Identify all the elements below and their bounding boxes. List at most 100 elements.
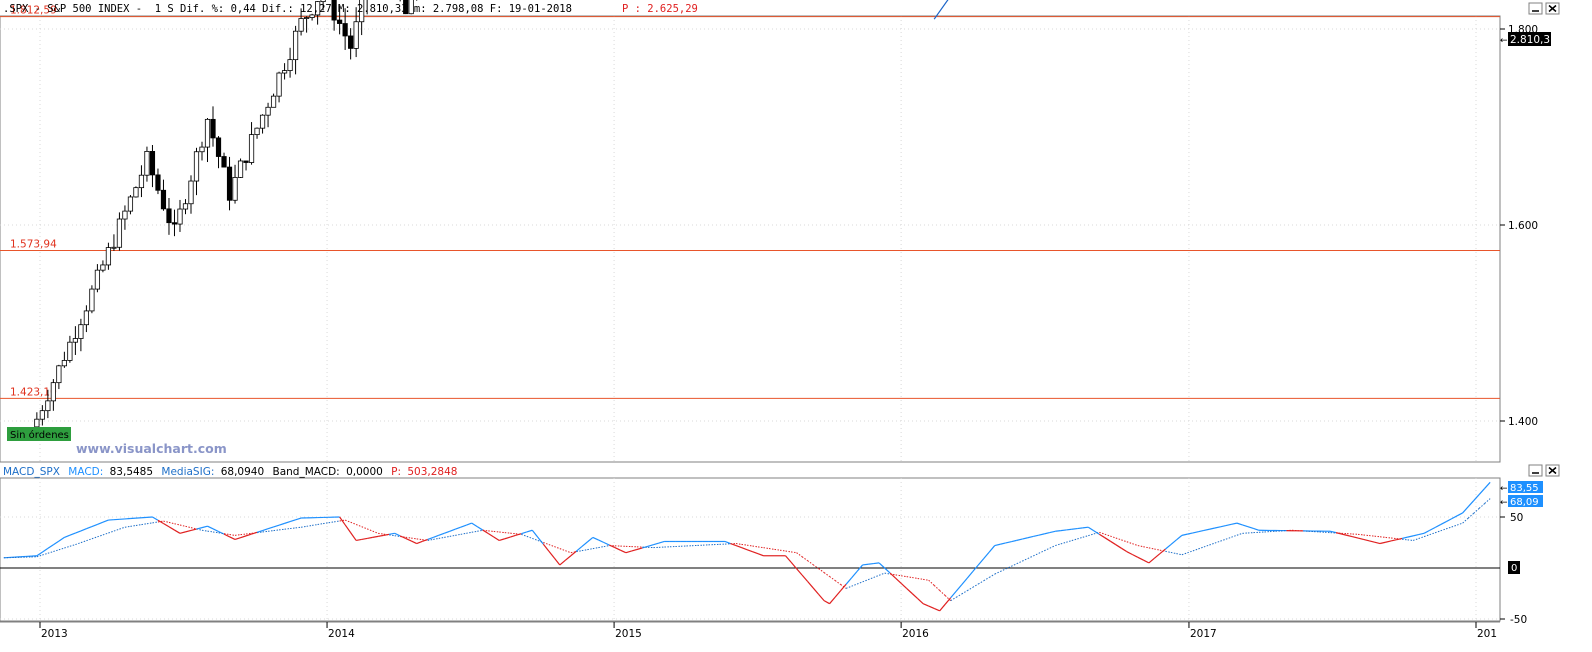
macd-label: MACD:: [68, 466, 103, 478]
date-tick-label: 2013: [41, 628, 68, 640]
candle-down: [172, 223, 176, 224]
candle-up: [238, 161, 242, 177]
candle-up: [293, 31, 297, 59]
macd-value-tags: 83,55 ← 68,09 ← 0: [1500, 481, 1543, 574]
macd-panel-controls: [1529, 465, 1559, 476]
sig-label: MediaSIG:: [161, 466, 214, 478]
candle-up: [178, 209, 182, 224]
macd-line-segment: [868, 564, 874, 565]
date-tick-label: 2016: [902, 628, 929, 640]
last-price-value: 2.810,3: [1510, 34, 1550, 46]
candle-up: [79, 325, 83, 339]
candle-up: [249, 135, 253, 163]
chart-header-text: .SPX - S&P 500 INDEX - 1 S Dif. %: 0,44 …: [3, 3, 572, 15]
candle-up: [145, 151, 149, 175]
candle-down: [222, 157, 226, 168]
candle-up: [321, 0, 325, 2]
macd-minimize-button[interactable]: [1529, 465, 1542, 476]
candle-up: [117, 219, 121, 247]
candle-up: [310, 15, 314, 18]
signal-tag-value: 68,09: [1510, 497, 1539, 508]
macd-line-segment: [1061, 530, 1067, 531]
macd-name: MACD_SPX: [3, 466, 60, 478]
candle-up: [271, 96, 275, 107]
candle-up: [189, 181, 193, 204]
zero-tag-value: 0: [1511, 563, 1517, 574]
candle-up: [299, 19, 303, 32]
candle-down: [211, 119, 215, 138]
fib-level-label: 1.573,94: [10, 239, 57, 251]
macd-line-segment: [863, 564, 869, 565]
macd-tick-label: -50: [1510, 614, 1527, 626]
macd-tag-value: 83,55: [1510, 483, 1539, 494]
candle-up: [68, 342, 72, 360]
candle-up: [106, 248, 110, 265]
candle-down: [343, 24, 347, 36]
minimize-button[interactable]: [1529, 3, 1542, 14]
band-value: 0,0000: [346, 466, 383, 478]
order-badge-label: Sin órdenes: [10, 429, 69, 441]
date-tick-label: 201: [1477, 628, 1497, 640]
candle-up: [134, 188, 138, 197]
candle-down: [337, 20, 341, 23]
chart-header-p: P : 2.625,29: [622, 3, 698, 15]
candle-up: [288, 60, 292, 71]
macd-line-segment: [1083, 527, 1089, 528]
signal-pointer-icon: ←: [1500, 498, 1508, 508]
candle-up: [255, 128, 259, 134]
candle-up: [112, 247, 116, 248]
candle-down: [156, 175, 160, 190]
p-label: P:: [391, 466, 401, 478]
candle-up: [84, 311, 88, 325]
candle-up: [260, 115, 264, 128]
candle-up: [123, 211, 127, 219]
candle-down: [167, 209, 171, 223]
macd-line-segment: [1066, 529, 1072, 530]
price-tick-label: 1.600: [1508, 220, 1538, 232]
candle-up: [128, 197, 132, 211]
macd-value: 83,5485: [110, 466, 153, 478]
date-tick-label: 2015: [615, 628, 642, 640]
fib-level-label: 1.423,10: [10, 386, 57, 398]
candle-up: [205, 119, 209, 147]
candle-up: [57, 366, 61, 383]
candle-down: [227, 167, 231, 200]
date-tick-label: 2014: [328, 628, 355, 640]
candle-up: [101, 265, 105, 270]
price-panel[interactable]: [0, 16, 1500, 462]
macd-header: MACD_SPX MACD: 83,5485 MediaSIG: 68,0940…: [3, 466, 457, 478]
macd-line-segment: [1072, 529, 1078, 530]
sig-value: 68,0940: [221, 466, 264, 478]
candle-up: [35, 419, 39, 427]
macd-tick-label: 50: [1510, 512, 1523, 524]
candle-up: [51, 383, 55, 401]
candle-down: [348, 36, 352, 48]
candle-up: [183, 204, 187, 209]
macd-panel[interactable]: [0, 478, 1500, 621]
candle-up: [194, 152, 198, 181]
p-value: 503,2848: [407, 466, 457, 478]
candle-down: [150, 151, 154, 175]
macd-line-segment: [1077, 528, 1083, 529]
candle-up: [277, 73, 281, 96]
price-panel-controls: [1529, 3, 1559, 14]
candle-up: [233, 177, 237, 200]
candle-up: [354, 22, 358, 49]
candle-up: [46, 401, 50, 411]
price-pointer-icon: ←: [1500, 36, 1508, 46]
macd-pointer-icon: ←: [1500, 484, 1508, 494]
date-tick-label: 2017: [1190, 628, 1217, 640]
candle-down: [244, 161, 248, 163]
macd-line-segment: [1055, 531, 1061, 532]
band-label: Band_MACD:: [272, 466, 339, 478]
candle-up: [139, 175, 143, 187]
candle-down: [161, 190, 165, 209]
candle-up: [95, 270, 99, 289]
candle-down: [216, 138, 220, 157]
candle-up: [282, 71, 286, 73]
candle-up: [73, 339, 77, 343]
candle-up: [90, 289, 94, 311]
candle-up: [266, 107, 270, 115]
